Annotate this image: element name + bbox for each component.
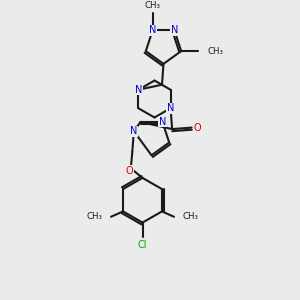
Text: N: N (149, 26, 156, 35)
Text: CH₃: CH₃ (87, 212, 103, 221)
Text: CH₃: CH₃ (208, 46, 224, 56)
Text: N: N (130, 126, 137, 136)
Text: N: N (171, 26, 178, 35)
Text: Cl: Cl (138, 240, 147, 250)
Text: CH₃: CH₃ (182, 212, 198, 221)
Text: N: N (167, 103, 174, 113)
Text: N: N (159, 117, 166, 127)
Text: O: O (193, 123, 201, 133)
Text: O: O (125, 166, 133, 176)
Text: CH₃: CH₃ (145, 1, 160, 10)
Text: N: N (135, 85, 142, 95)
